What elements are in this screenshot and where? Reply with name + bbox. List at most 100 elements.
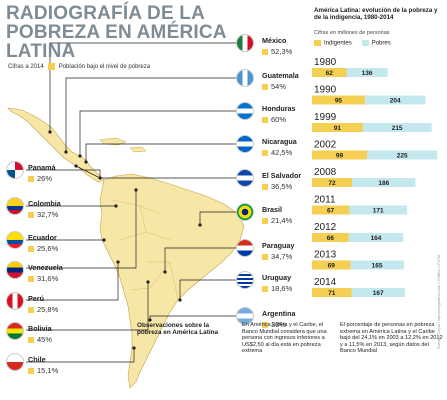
country-name-brasil: Brasil bbox=[262, 205, 282, 214]
label-pobres: 171 bbox=[373, 208, 384, 215]
country-value-guatemala: 54% bbox=[262, 83, 286, 91]
country-name-venezuela: Venezuela bbox=[28, 263, 63, 272]
country-value-brasil: 21,4% bbox=[262, 217, 292, 225]
country-value-nicaragua: 42,5% bbox=[262, 149, 292, 157]
bar-indigentes bbox=[312, 178, 353, 187]
connector-brasil bbox=[199, 211, 236, 225]
country-value-panama: 26% bbox=[28, 175, 52, 183]
bar-pobres bbox=[312, 260, 404, 270]
note-right: El porcentaje de personas en pobreza ext… bbox=[340, 322, 443, 355]
country-value-uruguay: 18,6% bbox=[262, 285, 292, 293]
peru-flag-icon bbox=[6, 292, 24, 310]
bolivia-flag-icon bbox=[6, 322, 24, 340]
guatemala-flag-icon bbox=[236, 69, 254, 87]
country-value-mexico: 52,3% bbox=[262, 48, 292, 56]
honduras-flag-icon bbox=[236, 102, 254, 120]
country-name-argentina: Argentina bbox=[262, 309, 296, 318]
label-pobres: 204 bbox=[390, 98, 401, 105]
bar-indigentes bbox=[312, 288, 352, 297]
country-name-nicaragua: Nicaragua bbox=[262, 137, 297, 146]
bar-indigentes bbox=[312, 123, 363, 132]
legend-swatch-poverty bbox=[47, 63, 55, 70]
year-label: 1999 bbox=[314, 112, 337, 123]
subtitle-year: Cifras a 2014 bbox=[8, 63, 44, 70]
year-label: 2012 bbox=[314, 222, 337, 233]
right-panel-legend: Indigentes Pobres bbox=[314, 40, 391, 47]
nicaragua-flag-icon bbox=[236, 135, 254, 153]
label-pobres: 167 bbox=[373, 290, 384, 297]
bar-pobres bbox=[312, 150, 438, 160]
country-value-ecuador: 25,6% bbox=[28, 245, 58, 253]
year-label: 1980 bbox=[314, 57, 337, 68]
label-indigentes: 91 bbox=[334, 125, 342, 132]
country-name-chile: Chile bbox=[28, 355, 46, 364]
connector-chile bbox=[26, 348, 135, 363]
label-pobres: 186 bbox=[378, 180, 389, 187]
legend-pobres: Pobres bbox=[361, 40, 391, 47]
country-name-uruguay: Uruguay bbox=[262, 273, 292, 282]
country-name-bolivia: Bolivia bbox=[28, 324, 52, 333]
paraguay-flag-icon bbox=[236, 239, 254, 257]
poverty-evolution-chart: 1980 62 136 1990 95 204 1999 91 215 2002 99 225 2008… bbox=[312, 57, 438, 297]
connector-peru bbox=[26, 262, 119, 301]
year-label: 2002 bbox=[314, 140, 337, 151]
label-pobres: 225 bbox=[397, 153, 408, 160]
bar-indigentes bbox=[312, 260, 351, 270]
bar-indigentes bbox=[312, 150, 368, 160]
year-label: 1990 bbox=[314, 85, 337, 96]
country-value-bolivia: 45% bbox=[28, 336, 52, 344]
label-indigentes: 69 bbox=[328, 263, 336, 270]
bar-pobres bbox=[312, 233, 404, 242]
bar-pobres bbox=[312, 178, 416, 187]
caribbean-islands-shape bbox=[99, 137, 147, 153]
legend-indigentes: Indigentes bbox=[314, 40, 352, 47]
bar-indigentes bbox=[312, 233, 349, 242]
label-indigentes: 71 bbox=[328, 290, 336, 297]
country-value-elsalvador: 36,5% bbox=[262, 183, 292, 191]
label-indigentes: 67 bbox=[327, 208, 335, 215]
country-name-honduras: Honduras bbox=[262, 104, 296, 113]
country-name-peru: Perú bbox=[28, 294, 44, 303]
connector-guatemala bbox=[65, 77, 236, 152]
south-america-shape bbox=[99, 173, 245, 389]
page-title: RADIOGRAFÍA DE LA POBREZA EN AMÉRICA LAT… bbox=[6, 3, 226, 62]
country-name-paraguay: Paraguay bbox=[262, 241, 295, 250]
el-salvador-flag-icon bbox=[236, 169, 254, 187]
year-label: 2013 bbox=[314, 250, 337, 261]
bar-indigentes bbox=[312, 68, 347, 77]
panama-flag-icon bbox=[6, 161, 24, 179]
country-value-argentina: 30% bbox=[262, 321, 286, 329]
label-indigentes: 62 bbox=[326, 70, 334, 77]
bar-pobres bbox=[312, 123, 432, 132]
observations-title: Observaciones sobre la pobreza en Améric… bbox=[137, 322, 219, 337]
right-panel-subtitle: Cifras en millones de personas bbox=[314, 30, 390, 36]
label-pobres: 215 bbox=[392, 125, 403, 132]
country-value-honduras: 60% bbox=[262, 116, 286, 124]
ecuador-flag-icon bbox=[6, 231, 24, 249]
year-label: 2014 bbox=[314, 277, 337, 288]
label-indigentes: 66 bbox=[327, 235, 335, 242]
connector-dots bbox=[48, 130, 202, 350]
country-name-colombia: Colombia bbox=[28, 199, 61, 208]
note-left: En América Latina y el Caribe, el Banco … bbox=[242, 322, 327, 355]
country-name-elsalvador: El Salvador bbox=[262, 171, 302, 180]
country-borders bbox=[111, 199, 179, 301]
label-pobres: 165 bbox=[372, 263, 383, 270]
bar-indigentes bbox=[312, 205, 350, 215]
connector-panama bbox=[26, 169, 101, 178]
connector-bolivia bbox=[26, 282, 149, 331]
brazil-flag-icon bbox=[236, 203, 254, 221]
country-value-colombia: 32,7% bbox=[28, 211, 58, 219]
label-indigentes: 99 bbox=[336, 153, 344, 160]
venezuela-flag-icon bbox=[6, 261, 24, 279]
label-indigentes: 95 bbox=[335, 98, 343, 105]
label-pobres: 136 bbox=[362, 70, 373, 77]
connector-venezuela bbox=[26, 190, 137, 269]
bar-pobres bbox=[312, 95, 426, 105]
subtitle-legend: Población bajo el nivel de pobreza bbox=[58, 63, 151, 70]
label-indigentes: 72 bbox=[328, 180, 336, 187]
country-name-guatemala: Guatemala bbox=[262, 71, 299, 80]
label-pobres: 164 bbox=[371, 235, 382, 242]
